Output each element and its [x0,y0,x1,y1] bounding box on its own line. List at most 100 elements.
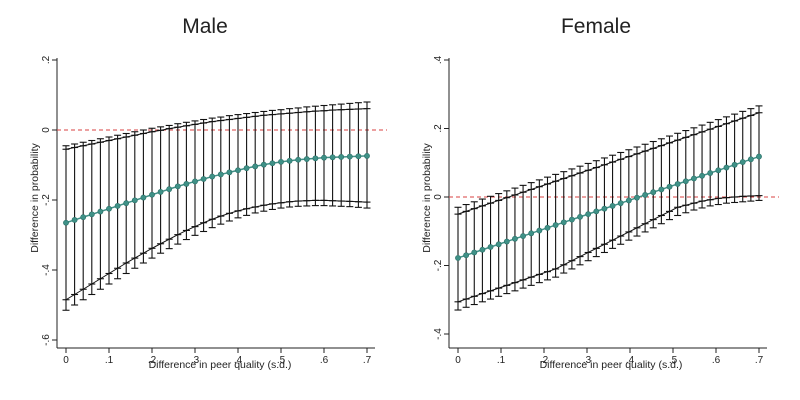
x-axis-label: Difference in peer quality (s.d.) [149,359,292,371]
y-tick-label: -.4 [41,264,52,276]
estimate-point [286,157,293,164]
x-tick-label: 0 [455,355,461,366]
estimate-point [80,214,87,221]
estimate-point [355,153,362,160]
lower-bound-line [457,195,760,303]
estimate-point [666,183,673,190]
estimate-point [166,186,173,193]
estimate-point [106,205,112,212]
estimate-point [140,194,147,201]
estimate-point [552,222,559,228]
estimate-point [544,224,551,231]
estimate-point [131,197,138,204]
y-tick-label: 0 [41,127,52,133]
y-tick-label: -.2 [41,194,52,206]
estimate-point [97,208,104,215]
y-axis-label: Difference in probability [421,142,433,252]
estimate-point [593,208,600,215]
x-tick-label: .2 [148,355,157,366]
estimate-point [585,211,592,218]
estimate-point [321,154,327,161]
estimate-point [338,154,345,160]
estimate-point [642,192,649,198]
estimate-point [471,249,478,256]
estimate-point [123,200,130,207]
estimate-point [731,161,738,168]
estimate-point [560,219,567,226]
estimate-point [209,173,216,180]
y-axis-label: Difference in probability [29,142,41,252]
estimate-point [577,213,583,220]
x-tick-label: 0 [63,355,69,366]
estimate-point [463,252,470,259]
lower-bound-line [65,199,368,301]
estimate-point [715,167,722,174]
estimate-point [674,181,681,187]
x-tick-label: .4 [626,355,635,366]
x-tick-label: .7 [363,355,372,366]
estimate-point [520,233,526,239]
estimate-point [63,219,69,226]
estimate-point [243,165,250,172]
upper-bound-line [65,108,368,150]
estimate-point [650,189,657,196]
y-tick-label: -.4 [433,328,444,340]
estimate-point [617,200,624,207]
estimate-point [278,158,284,165]
estimate-point [634,194,640,201]
estimate-point [455,255,461,261]
x-tick-label: .6 [712,355,721,366]
estimate-point [260,161,267,168]
estimate-point [183,180,190,187]
x-tick-label: .1 [105,355,114,366]
estimate-point [528,230,535,237]
estimate-point [88,211,95,218]
estimate-point [503,238,510,245]
estimate-point [756,153,762,160]
estimate-point [707,170,714,176]
estimate-point [625,197,632,204]
estimate-point [346,153,353,160]
estimate-point [747,156,754,163]
estimate-point [601,205,608,212]
estimate-point [174,183,181,190]
x-tick-label: .6 [320,355,329,366]
x-tick-label: .3 [191,355,200,366]
x-tick-label: .3 [583,355,592,366]
x-tick-label: .1 [497,355,506,366]
estimate-point [114,203,121,209]
estimate-point [252,163,259,170]
estimate-point [364,152,370,159]
estimate-point [157,189,164,195]
estimate-point [479,246,486,253]
estimate-line [65,155,368,224]
estimate-point [609,203,616,209]
estimate-point [699,172,705,179]
estimate-point [487,244,494,250]
y-tick-label: -.6 [41,334,52,346]
chart-title: Female [561,15,631,38]
chart-title: Male [182,15,228,38]
estimate-point [682,178,689,185]
estimate-point [192,178,198,185]
estimate-point [295,156,302,163]
x-tick-label: .2 [540,355,549,366]
y-tick-label: .2 [41,55,52,64]
estimate-point [329,154,336,161]
estimate-point [149,191,155,198]
x-tick-label: .5 [669,355,678,366]
estimate-point [226,169,233,176]
x-tick-label: .7 [755,355,764,366]
y-tick-label: .2 [433,124,444,133]
estimate-point [235,167,241,174]
x-tick-label: .4 [234,355,243,366]
estimate-point [303,156,310,162]
chart-panel-male: Male Difference in peer quality (s.d.) D… [29,15,387,371]
chart-panel-female: Female Difference in peer quality (s.d.)… [421,15,779,371]
x-tick-label: .5 [277,355,286,366]
estimate-point [568,216,575,223]
y-tick-label: .4 [433,55,444,64]
estimate-point [200,176,207,182]
estimate-point [495,241,502,248]
